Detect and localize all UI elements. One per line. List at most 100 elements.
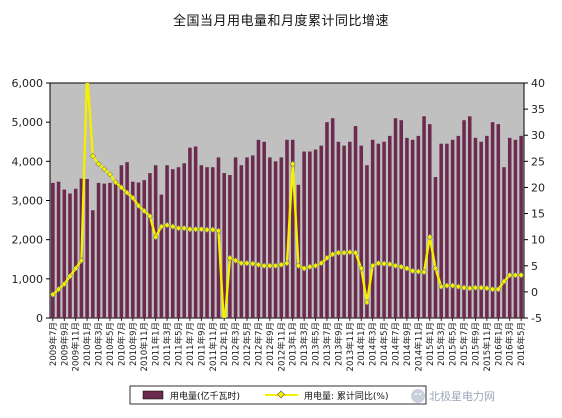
right-tick-label: 0 [531, 286, 538, 299]
bar [285, 139, 289, 318]
bar [256, 139, 261, 318]
line-point [72, 265, 79, 272]
line-point [323, 254, 331, 262]
line-point [123, 189, 131, 196]
bar [405, 137, 409, 318]
line-point [369, 262, 376, 269]
bar [119, 165, 124, 318]
bar [245, 157, 249, 318]
line-point [278, 261, 285, 268]
line-point [318, 259, 325, 267]
bar [330, 118, 335, 318]
bar [456, 135, 461, 319]
x-tick-label: 2012年3月 [231, 322, 242, 366]
x-tick-label: 2011年3月 [162, 322, 173, 366]
line-point [243, 259, 251, 267]
line-point [192, 226, 199, 233]
bar [62, 189, 67, 318]
left-tick-label: 5,000 [12, 116, 44, 129]
line-point [266, 262, 274, 269]
bar [262, 141, 266, 318]
line-point [295, 262, 302, 269]
line-point [380, 260, 388, 267]
line-point [61, 280, 68, 288]
line-point [158, 223, 165, 230]
line-point [260, 262, 268, 269]
line-point [198, 226, 205, 233]
line-point [203, 226, 211, 233]
x-tick-label: 2015年1月 [425, 322, 436, 366]
left-tick-label: 3,000 [12, 195, 44, 208]
x-tick-label: 2011年7月 [185, 322, 196, 366]
line-point [392, 262, 399, 269]
right-axis: -5 0 5 10 15 20 25 30 35 40 [524, 77, 545, 325]
bar [382, 141, 386, 318]
x-tick-label: 2014年7月 [391, 322, 402, 366]
line-point [346, 249, 354, 256]
bar [125, 162, 129, 318]
line-point [181, 224, 188, 232]
x-tick-label: 2013年3月 [299, 322, 310, 366]
bar [336, 141, 341, 318]
right-tick-label: 5 [531, 260, 538, 273]
x-tick-label: 2011年11月 [208, 322, 219, 371]
bar [496, 124, 501, 319]
line-point [455, 283, 462, 290]
line-point [398, 263, 405, 271]
bar [479, 141, 483, 318]
bar [473, 137, 478, 318]
bar [376, 143, 381, 318]
line-point [55, 286, 62, 293]
x-tick-label: 2014年5月 [379, 322, 390, 366]
bar [428, 124, 432, 319]
line-point [329, 251, 336, 258]
line-point [95, 160, 102, 168]
line-point [215, 227, 222, 234]
bar [342, 145, 346, 318]
bar [136, 182, 141, 318]
bar [273, 161, 278, 318]
x-tick-label: 2009年11月 [71, 322, 82, 371]
watermark: 北极星电力网 [411, 389, 495, 403]
bar [56, 181, 61, 318]
bar [302, 151, 306, 318]
line-point [466, 285, 473, 292]
bar [399, 120, 403, 319]
line-point [409, 267, 416, 275]
bar [165, 165, 169, 318]
bar [51, 182, 55, 319]
bar [439, 143, 443, 318]
x-tick-label: 2012年1月 [219, 322, 230, 366]
line-point [312, 262, 319, 269]
bar [416, 135, 421, 319]
line-point [512, 271, 519, 279]
line-point [352, 249, 359, 256]
bar [188, 147, 192, 319]
right-tick-label: 30 [531, 129, 545, 142]
line-point [169, 223, 176, 230]
line-point [358, 265, 365, 272]
left-tick-label: 6,000 [12, 77, 44, 90]
bar [353, 126, 358, 318]
right-tick-label: 40 [531, 77, 545, 90]
line-point [415, 268, 422, 275]
line-point [340, 249, 348, 256]
bar [171, 169, 175, 318]
x-tick-label: 2010年7月 [116, 322, 127, 366]
bar [233, 157, 238, 318]
line-point [489, 286, 496, 293]
bar [433, 177, 438, 318]
bar [142, 180, 146, 318]
bar [513, 139, 518, 318]
x-tick-label: 2009年7月 [48, 322, 59, 366]
bar [308, 151, 312, 318]
right-tick-label: 25 [531, 155, 545, 168]
left-tick-label: 1,000 [12, 273, 44, 286]
line-point [289, 160, 296, 168]
x-tick-label: 2010年9月 [128, 322, 139, 366]
x-tick-label: 2010年1月 [82, 322, 93, 366]
bar [153, 165, 158, 318]
bar [159, 194, 164, 319]
x-tick-label: 2012年9月 [265, 322, 276, 366]
